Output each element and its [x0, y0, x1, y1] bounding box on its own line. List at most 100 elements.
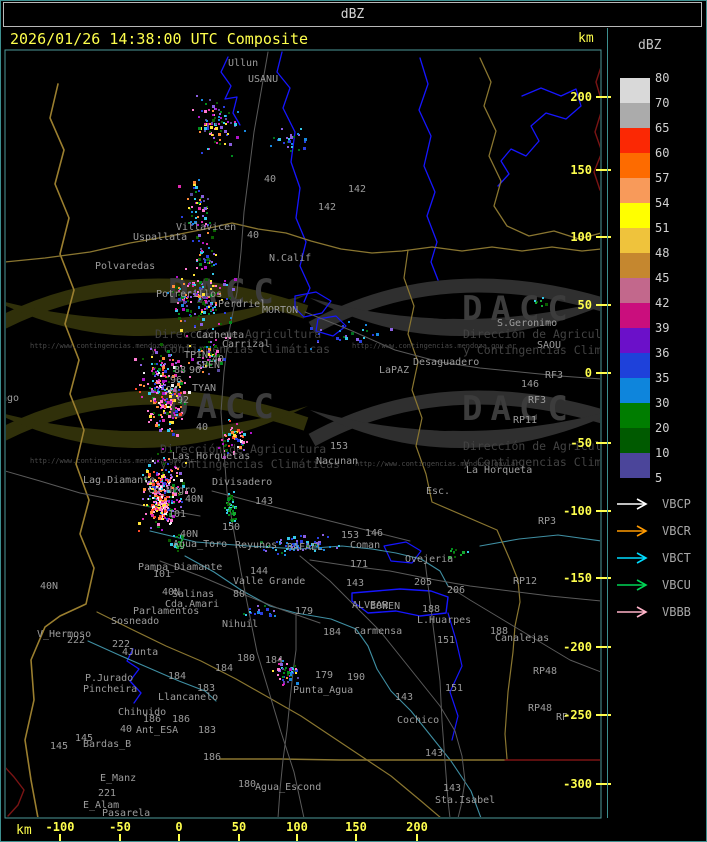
radar-echo	[159, 385, 162, 388]
radar-echo	[229, 337, 231, 339]
radar-echo	[164, 389, 166, 391]
radar-echo	[224, 440, 226, 442]
watermark-url: http://www.contingencias.mendoza.gov.ar	[352, 342, 516, 350]
scale-block	[620, 128, 650, 153]
radar-echo	[143, 372, 145, 374]
radar-echo	[228, 497, 231, 500]
radar-echo	[170, 496, 172, 498]
radar-echo	[157, 523, 160, 526]
radar-echo	[169, 391, 171, 393]
radar-echo	[148, 464, 151, 467]
radar-echo	[135, 388, 137, 390]
radar-echo	[167, 487, 169, 489]
radar-echo	[197, 318, 199, 320]
map-label: Ant_ESA	[136, 725, 178, 736]
radar-echo	[277, 668, 280, 671]
radar-echo	[250, 432, 252, 434]
radar-echo	[157, 406, 159, 408]
radar-echo	[157, 381, 160, 384]
radar-echo	[166, 388, 168, 390]
radar-echo	[167, 508, 170, 511]
radar-echo	[168, 458, 170, 460]
radar-echo	[202, 293, 205, 296]
radar-echo	[215, 304, 217, 306]
radar-echo	[171, 500, 173, 502]
radar-echo	[161, 503, 163, 505]
title-bar: dBZ	[3, 2, 702, 27]
radar-echo	[159, 393, 161, 395]
radar-echo	[158, 473, 160, 475]
radar-echo	[188, 362, 190, 364]
radar-echo	[390, 328, 393, 331]
radar-echo	[176, 395, 178, 397]
radar-echo	[229, 297, 231, 299]
radar-echo	[257, 605, 259, 607]
radar-echo	[199, 354, 201, 356]
radar-echo	[191, 215, 193, 217]
radar-echo	[156, 491, 159, 494]
map-label: 188	[422, 604, 440, 615]
radar-echo	[213, 264, 215, 266]
radar-echo	[451, 548, 453, 550]
map-label: 186	[143, 714, 161, 725]
radar-echo	[150, 400, 152, 402]
radar-echo	[288, 140, 291, 143]
radar-echo	[184, 296, 186, 298]
radar-echo	[176, 472, 178, 474]
radar-echo	[208, 350, 210, 352]
radar-echo	[319, 547, 322, 550]
radar-echo	[208, 353, 211, 356]
radar-echo	[208, 346, 210, 348]
radar-echo	[221, 439, 223, 441]
radar-echo	[203, 200, 205, 202]
radar-echo	[289, 668, 292, 671]
radar-echo	[290, 136, 293, 139]
radar-echo	[161, 469, 163, 471]
radar-echo	[281, 552, 283, 554]
radar-echo	[338, 545, 340, 547]
radar-echo	[173, 501, 175, 503]
radar-echo	[297, 549, 299, 551]
radar-echo	[180, 392, 182, 394]
radar-echo	[138, 522, 141, 525]
radar-echo	[166, 479, 168, 481]
radar-echo	[260, 541, 263, 544]
radar-echo	[167, 429, 170, 432]
watermark-url: http://www.contingencias.mendoza.gov.ar	[30, 342, 194, 350]
radar-echo	[306, 544, 309, 547]
radar-echo	[273, 610, 275, 612]
radar-echo	[319, 543, 321, 545]
map-label: Lag.Diamante	[83, 475, 155, 486]
radar-echo	[541, 305, 543, 307]
radar-echo	[235, 432, 237, 434]
radar-echo	[161, 494, 163, 496]
radar-echo	[150, 348, 152, 350]
radar-echo	[222, 443, 224, 445]
radar-echo	[204, 260, 206, 262]
radar-echo	[150, 413, 152, 415]
radar-echo	[180, 541, 182, 543]
radar-echo	[310, 327, 313, 330]
y-tick-label: -250	[563, 708, 592, 722]
radar-echo	[196, 95, 198, 97]
radar-echo	[163, 474, 165, 476]
map-label: 145	[50, 741, 68, 752]
radar-echo	[208, 341, 210, 343]
radar-echo	[212, 110, 214, 112]
radar-echo	[232, 510, 234, 512]
scale-block	[620, 153, 650, 178]
radar-echo	[178, 381, 180, 383]
radar-echo	[291, 538, 293, 540]
radar-echo	[209, 99, 211, 101]
radar-echo	[254, 613, 256, 615]
radar-echo	[232, 436, 235, 439]
radar-echo	[159, 420, 161, 422]
radar-echo	[158, 368, 161, 371]
radar-echo	[152, 506, 155, 509]
radar-echo	[163, 405, 166, 408]
map-label: Agua_Toro	[173, 539, 227, 550]
radar-echo	[219, 113, 221, 115]
radar-echo	[296, 682, 299, 685]
radar-echo	[178, 290, 180, 292]
